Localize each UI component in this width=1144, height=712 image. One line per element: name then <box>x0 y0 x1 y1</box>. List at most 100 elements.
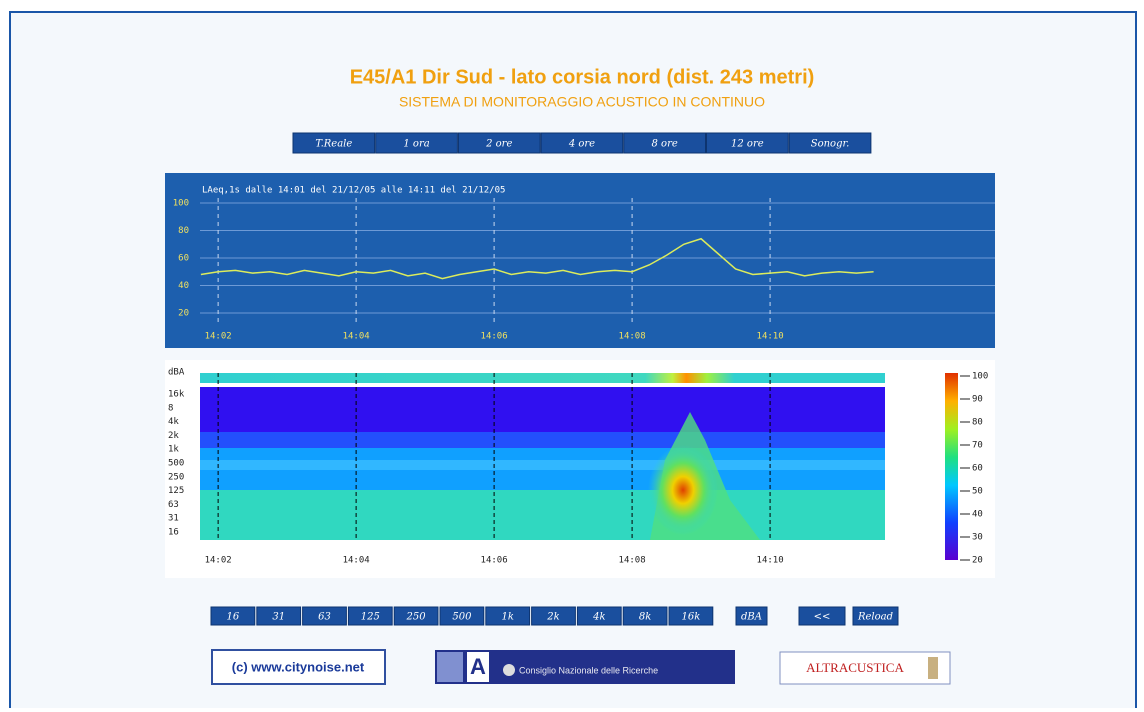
x-tick-label: 14:04 <box>343 332 370 342</box>
spectrogram-x-tick-label: 14:02 <box>205 556 232 566</box>
button[interactable]: 1 ora <box>376 133 458 153</box>
button-label: 2 ore <box>485 139 512 150</box>
button-label: Reload <box>857 612 893 623</box>
frequency-label: 125 <box>168 486 184 496</box>
button[interactable]: T.Reale <box>293 133 375 153</box>
y-tick-label: 100 <box>173 199 189 209</box>
button-label: 125 <box>361 612 380 623</box>
logo-icon <box>928 657 938 679</box>
logo[interactable]: A Consiglio Nazionale delle Ricerche <box>435 650 735 684</box>
button[interactable]: Sonogr. <box>789 133 871 153</box>
button-label: 8 ore <box>652 139 678 150</box>
spectrogram-band <box>200 490 885 540</box>
button-label: << <box>814 612 831 623</box>
button-label: 1 ora <box>403 139 429 150</box>
button[interactable]: 16k <box>669 607 713 625</box>
logo-icon <box>503 664 515 676</box>
x-tick-label: 14:02 <box>205 332 232 342</box>
logo-text: ALTRACUSTICA <box>806 660 904 675</box>
logo-icon <box>437 652 463 682</box>
button[interactable]: 8k <box>623 607 667 625</box>
page-title: E45/A1 Dir Sud - lato corsia nord (dist.… <box>350 66 815 88</box>
page-subtitle: SISTEMA DI MONITORAGGIO ACUSTICO IN CONT… <box>399 94 765 110</box>
spectrogram-event <box>648 445 718 535</box>
scale-tick-label: 20 <box>972 556 983 566</box>
spectrogram-x-tick-label: 14:08 <box>619 556 646 566</box>
x-tick-label: 14:06 <box>481 332 508 342</box>
button-label: 16 <box>227 612 240 623</box>
button-label: 1k <box>501 612 513 623</box>
button-label: Sonogr. <box>811 139 850 150</box>
button[interactable]: 63 <box>303 607 347 625</box>
button-label: dBA <box>741 612 762 623</box>
button[interactable]: Reload <box>853 607 898 625</box>
button-label: 63 <box>318 612 331 623</box>
scale-tick-label: 80 <box>972 418 983 428</box>
chart-panel <box>165 173 995 348</box>
button-label: 500 <box>452 612 472 623</box>
button-label: 31 <box>272 612 285 623</box>
scale-tick-label: 30 <box>972 533 983 543</box>
button[interactable]: 8 ore <box>624 133 706 153</box>
logo-icon: A <box>470 654 486 679</box>
button[interactable]: 500 <box>440 607 484 625</box>
button[interactable]: 2 ore <box>458 133 540 153</box>
chart-title: LAeq,1s dalle 14:01 del 21/12/05 alle 14… <box>202 186 505 196</box>
frequency-label: 63 <box>168 500 179 510</box>
y-tick-label: 20 <box>178 309 189 319</box>
button-label: 8k <box>639 612 651 623</box>
logo-text: (c) www.citynoise.net <box>232 659 365 674</box>
button-label: 4 ore <box>568 139 595 150</box>
x-tick-label: 14:08 <box>619 332 646 342</box>
screen: E45/A1 Dir Sud - lato corsia nord (dist.… <box>0 0 1144 708</box>
y-tick-label: 80 <box>178 226 189 236</box>
spectrogram-band <box>200 448 885 493</box>
button[interactable]: 4k <box>577 607 621 625</box>
frequency-label: 1k <box>168 445 179 455</box>
scale-tick-label: 70 <box>972 441 983 451</box>
button[interactable]: 125 <box>348 607 392 625</box>
button[interactable]: 250 <box>394 607 438 625</box>
button[interactable]: 2k <box>532 607 576 625</box>
button[interactable]: 4 ore <box>541 133 623 153</box>
spectrogram-x-tick-label: 14:10 <box>757 556 784 566</box>
frequency-label: 16 <box>168 528 179 538</box>
button[interactable]: 16 <box>211 607 255 625</box>
button-label: 4k <box>592 612 605 623</box>
frequency-label: 8 <box>168 403 173 413</box>
button-label: 2k <box>546 612 559 623</box>
logo[interactable]: (c) www.citynoise.net <box>212 650 385 684</box>
button[interactable]: 31 <box>257 607 301 625</box>
button-label: 250 <box>406 612 427 623</box>
scale-tick-label: 90 <box>972 395 983 405</box>
logo[interactable]: ALTRACUSTICA <box>780 652 950 684</box>
frequency-label: 2k <box>168 431 179 441</box>
y-tick-label: 60 <box>178 254 189 264</box>
button[interactable]: 12 ore <box>707 133 789 153</box>
unit-label: dBA <box>168 368 185 378</box>
button[interactable]: 1k <box>486 607 530 625</box>
scale-tick-label: 50 <box>972 487 983 497</box>
scale-tick-label: 40 <box>972 510 983 520</box>
frequency-label: 31 <box>168 514 179 524</box>
scale-tick-label: 100 <box>972 372 988 382</box>
y-tick-label: 40 <box>178 281 189 291</box>
scale-tick-label: 60 <box>972 464 983 474</box>
button-label: 12 ore <box>731 139 764 150</box>
button-label: 16k <box>682 612 701 623</box>
frequency-label: 16k <box>168 390 185 400</box>
frequency-label: 4k <box>168 417 179 427</box>
frequency-label: 500 <box>168 459 184 469</box>
spectrogram-x-tick-label: 14:06 <box>481 556 508 566</box>
color-scale <box>945 373 958 560</box>
page: E45/A1 Dir Sud - lato corsia nord (dist.… <box>0 0 1144 708</box>
spectrogram-band <box>200 460 885 470</box>
logo-text: Consiglio Nazionale delle Ricerche <box>519 665 658 675</box>
spectrogram-x-tick-label: 14:04 <box>343 556 370 566</box>
button[interactable]: << <box>799 607 845 625</box>
frequency-label: 250 <box>168 472 184 482</box>
button-label: T.Reale <box>315 139 352 150</box>
level-strip <box>200 373 885 383</box>
x-tick-label: 14:10 <box>757 332 784 342</box>
button[interactable]: dBA <box>736 607 767 625</box>
